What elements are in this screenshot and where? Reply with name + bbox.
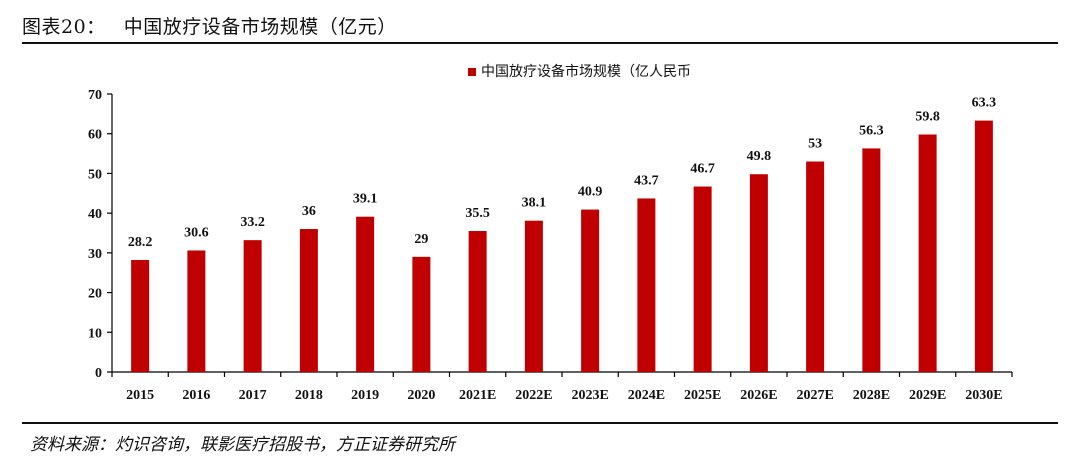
legend: 中国放疗设备市场规模（亿人民币: [468, 63, 691, 80]
data-label: 43.7: [634, 173, 659, 188]
x-tick-label: 2019: [351, 388, 379, 403]
y-tick-label: 70: [88, 88, 102, 103]
data-label: 59.8: [915, 110, 940, 125]
y-tick-label: 10: [88, 326, 102, 341]
x-tick-label: 2029E: [909, 388, 946, 403]
bar: [131, 260, 150, 372]
x-tick-label: 2023E: [571, 388, 608, 403]
legend-swatch: [468, 68, 476, 76]
bar: [693, 186, 712, 372]
x-tick-label: 2027E: [796, 388, 833, 403]
data-label: 63.3: [972, 96, 997, 111]
data-label: 38.1: [522, 196, 547, 211]
bar: [749, 174, 768, 372]
data-label: 46.7: [690, 162, 715, 177]
bar: [862, 148, 881, 372]
x-tick-label: 2024E: [628, 388, 665, 403]
x-tick-label: 2025E: [684, 388, 721, 403]
source-note: 资料来源：灼识咨询，联影医疗招股书，方正证券研究所: [30, 435, 455, 455]
data-label: 56.3: [859, 123, 884, 138]
y-tick-label: 50: [88, 167, 102, 182]
top-rule: [22, 42, 1058, 44]
x-tick-label: 2030E: [965, 388, 1002, 403]
data-label: 28.2: [128, 235, 153, 250]
bar: [299, 229, 318, 372]
x-tick-label: 2020: [407, 388, 435, 403]
data-label: 35.5: [465, 206, 490, 221]
bar: [974, 120, 993, 372]
bottom-rule: [22, 422, 1058, 424]
y-tick-label: 40: [88, 207, 102, 222]
y-tick-label: 0: [95, 366, 102, 381]
y-tick-label: 60: [88, 128, 102, 143]
data-label: 29: [414, 232, 428, 247]
figure-number: 图表20：: [22, 16, 106, 38]
x-tick-label: 2026E: [740, 388, 777, 403]
bar: [524, 220, 543, 372]
bars: [131, 120, 993, 372]
bar: [187, 250, 206, 372]
bar: [581, 209, 600, 372]
bar: [918, 134, 937, 372]
bar: [806, 161, 825, 372]
data-label: 40.9: [578, 185, 603, 200]
data-labels: 28.2 30.6 33.2 36 39.1 29 35.5 38.1 40.9 43.7 46.7…: [128, 96, 996, 250]
x-tick-label: 2015: [126, 388, 154, 403]
y-tick-label: 30: [88, 247, 102, 262]
data-label: 30.6: [184, 225, 209, 240]
figure-title: 图表20： 中国放疗设备市场规模（亿元）: [22, 12, 397, 39]
bar: [243, 240, 262, 372]
data-label: 53: [808, 137, 822, 152]
bar-chart: 中国放疗设备市场规模（亿人民币 0 10 20 30 40 50 60 70 2015 2016…: [88, 63, 1013, 403]
bar: [468, 231, 487, 372]
x-tick-label: 2016: [182, 388, 210, 403]
bar: [637, 198, 656, 372]
bar: [412, 256, 431, 372]
data-label: 49.8: [747, 149, 772, 164]
x-tick-label: 2018: [295, 388, 323, 403]
x-tick-label: 2022E: [515, 388, 552, 403]
data-label: 39.1: [353, 192, 378, 207]
x-tick-label: 2028E: [853, 388, 890, 403]
y-tick-label: 20: [88, 287, 102, 302]
bar: [356, 216, 375, 372]
y-axis: 0 10 20 30 40 50 60 70: [88, 88, 113, 381]
x-axis: 2015 2016 2017 2018 2019 2020 2021E 2022E 2023E 2…: [111, 371, 1013, 403]
x-tick-label: 2021E: [459, 388, 496, 403]
x-tick-label: 2017: [239, 388, 267, 403]
figure-title-text: 中国放疗设备市场规模（亿元）: [123, 16, 397, 38]
data-label: 36: [302, 204, 316, 219]
data-label: 33.2: [240, 215, 265, 230]
legend-label: 中国放疗设备市场规模（亿人民币: [481, 63, 691, 80]
